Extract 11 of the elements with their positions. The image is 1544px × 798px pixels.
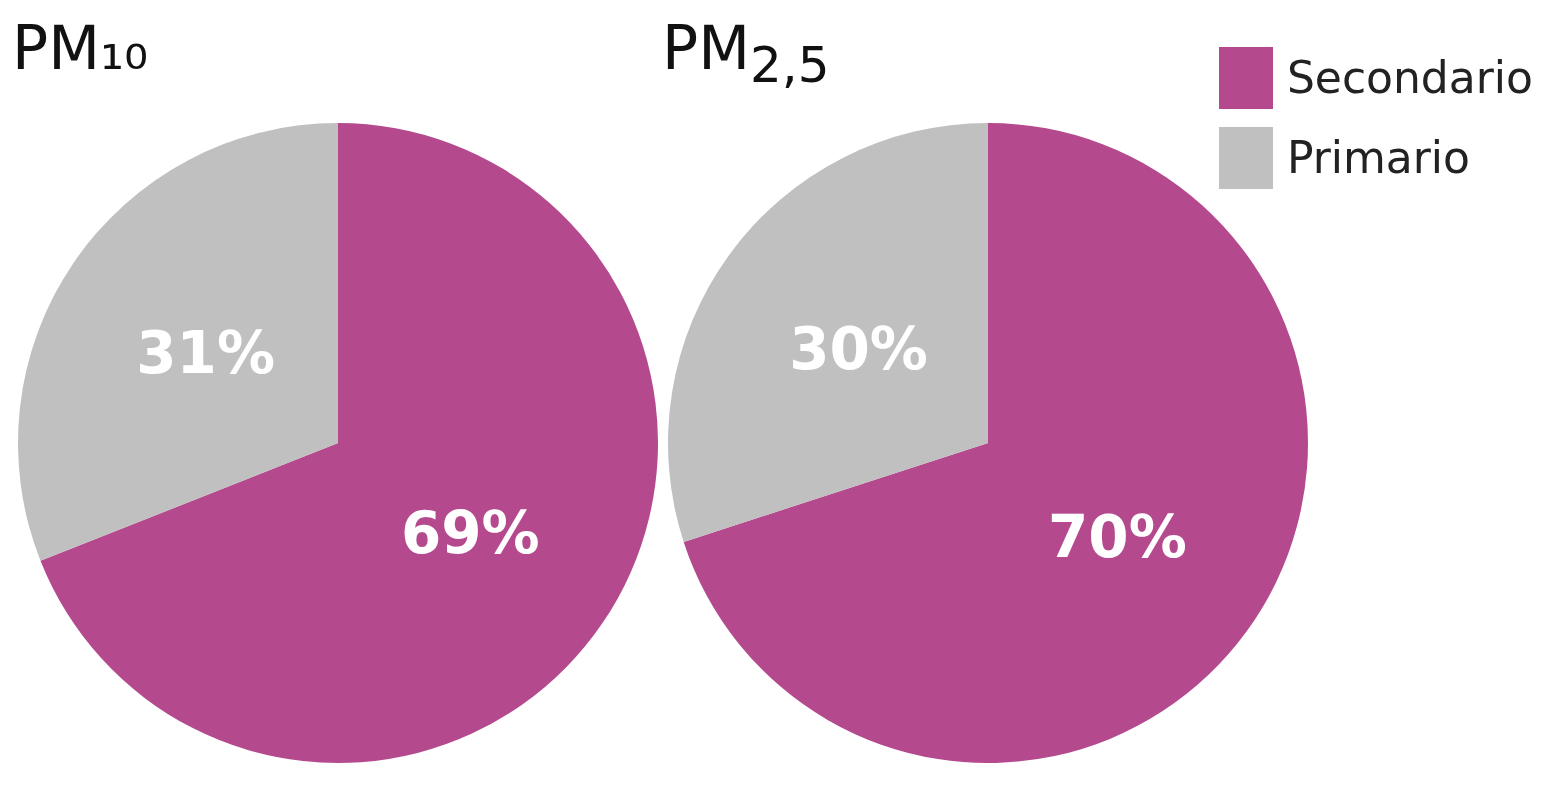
pie-slice [668,123,988,542]
legend-label: Primario [1286,131,1471,185]
pie-slice [18,123,338,561]
chart-title: PM₁₀ [11,12,150,85]
pie-slice [40,123,658,763]
legend-label: Secondario [1286,51,1533,105]
data-label: 69% [400,498,540,567]
data-label: 31% [136,319,276,388]
data-label: 70% [1048,503,1187,572]
chart-title: PM$_{2,5}$ [662,13,830,94]
data-label: 30% [789,314,928,383]
